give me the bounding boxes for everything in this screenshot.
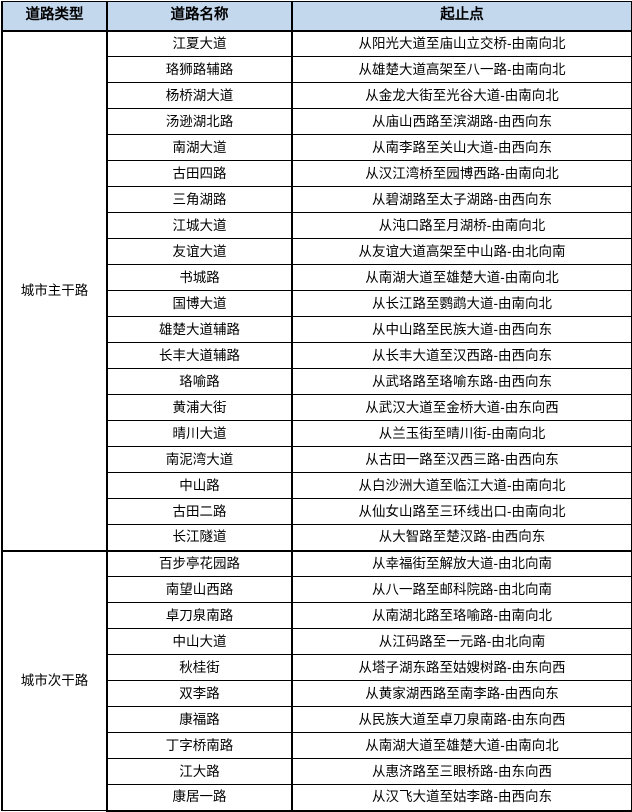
road-range-cell: 从汉飞大道至姑李路-由西向东	[291, 784, 632, 812]
road-range-cell: 从古田一路至汉西三路-由西向东	[291, 446, 632, 473]
road-range-cell: 从中山路至民族大道-由西向东	[291, 316, 632, 343]
road-name-cell: 三角湖路	[106, 186, 293, 213]
road-range-cell: 从白沙洲大道至临江大道-由南向北	[291, 472, 632, 499]
table-row: 珞狮路辅路 从雄楚大道高架至八一路-由南向北	[2, 56, 632, 83]
road-range-cell: 从兰玉街至晴川街-由南向北	[291, 420, 632, 447]
road-range-cell: 从金龙大街至光谷大道-由南向北	[291, 82, 632, 109]
road-name-cell: 珞喻路	[106, 368, 293, 395]
road-name-cell: 南湖大道	[106, 134, 293, 161]
road-range-cell: 从八一路至邮科院路-由北向南	[291, 576, 632, 603]
road-range-cell: 从黄家湖西路至南李路-由西向东	[291, 680, 632, 707]
road-name-cell: 百步亭花园路	[106, 549, 293, 577]
table-header-row: 道路类型 道路名称 起止点	[1, 1, 632, 32]
road-range-cell: 从民族大道至卓刀泉南路-由东向西	[291, 706, 632, 733]
table-row: 珞喻路 从武珞路至珞喻东路-由西向东	[2, 368, 632, 395]
road-range-cell: 从雄楚大道高架至八一路-由南向北	[291, 56, 632, 83]
road-range-cell: 从武珞路至珞喻东路-由西向东	[291, 368, 632, 395]
table-row: 江城大道 从沌口路至月湖桥-由南向北	[2, 212, 632, 239]
road-range-cell: 从南李路至关山大道-由西向东	[291, 134, 632, 161]
road-name-cell: 康居一路	[106, 784, 293, 812]
road-name-cell: 丁字桥南路	[106, 732, 293, 759]
road-range-cell: 从武汉大道至金桥大道-由东向西	[291, 394, 632, 421]
column-header-road-name: 道路名称	[106, 1, 293, 32]
road-name-cell: 友谊大道	[106, 238, 293, 265]
road-range-cell: 从南湖大道至雄楚大道-由南向北	[291, 732, 632, 759]
table-body: 城市主干路 江夏大道 从阳光大道至庙山立交桥-由南向北 珞狮路辅路 从雄楚大道高架至八一…	[1, 30, 632, 812]
road-range-cell: 从碧湖路至太子湖路-由西向东	[291, 186, 632, 213]
road-name-cell: 江夏大道	[106, 30, 293, 57]
table-row: 城市主干路 江夏大道 从阳光大道至庙山立交桥-由南向北	[1, 30, 632, 551]
table-row: 南望山西路 从八一路至邮科院路-由北向南	[2, 576, 632, 603]
road-name-cell: 古田四路	[106, 160, 293, 187]
table-row: 古田四路 从汉江湾桥至园博西路-由南向北	[2, 160, 632, 187]
table-row: 双李路 从黄家湖西路至南李路-由西向东	[2, 680, 632, 707]
table-row: 长丰大道辅路 从长丰大道至汉西路-由西向东	[2, 342, 632, 369]
road-name-cell: 黄浦大街	[106, 394, 293, 421]
road-range-cell: 从惠济路至三眼桥路-由东向西	[291, 758, 632, 785]
column-header-start-end-point: 起止点	[291, 1, 632, 32]
table-header: 道路类型 道路名称 起止点	[1, 1, 632, 32]
road-name-cell: 雄楚大道辅路	[106, 316, 293, 343]
table-row: 晴川大道 从兰玉街至晴川街-由南向北	[2, 420, 632, 447]
road-name-cell: 康福路	[106, 706, 293, 733]
road-range-cell: 从江码路至一元路-由北向南	[291, 628, 632, 655]
table-row: 友谊大道 从友谊大道高架至中山路-由北向南	[2, 238, 632, 265]
table-row: 三角湖路 从碧湖路至太子湖路-由西向东	[2, 186, 632, 213]
road-name-cell: 江城大道	[106, 212, 293, 239]
road-range-cell: 从塔子湖东路至姑嫂树路-由东向西	[291, 654, 632, 681]
road-range-cell: 从南湖北路至珞喻路-由南向北	[291, 602, 632, 629]
road-name-cell: 国博大道	[106, 290, 293, 317]
road-name-cell: 中山大道	[106, 628, 293, 655]
road-type-cell: 城市次干路	[1, 549, 108, 811]
table-row: 汤逊湖北路 从庙山西路至滨湖路-由西向东	[2, 108, 632, 135]
road-range-cell: 从沌口路至月湖桥-由南向北	[291, 212, 632, 239]
road-name-cell: 长丰大道辅路	[106, 342, 293, 369]
road-name-cell: 晴川大道	[106, 420, 293, 447]
road-name-cell: 珞狮路辅路	[106, 56, 293, 83]
road-name-cell: 双李路	[106, 680, 293, 707]
road-range-cell: 从友谊大道高架至中山路-由北向南	[291, 238, 632, 265]
table-row: 中山大道 从江码路至一元路-由北向南	[2, 628, 632, 655]
road-name-cell: 卓刀泉南路	[106, 602, 293, 629]
table-row: 秋桂街 从塔子湖东路至姑嫂树路-由东向西	[2, 654, 632, 681]
table-row: 城市次干路 百步亭花园路 从幸福街至解放大道-由北向南	[1, 549, 632, 811]
table-row: 中山路 从白沙洲大道至临江大道-由南向北	[2, 472, 632, 499]
road-name-cell: 古田二路	[106, 498, 293, 525]
table-row: 南湖大道 从南李路至关山大道-由西向东	[2, 134, 632, 161]
road-range-cell: 从仙女山路至三环线出口-由南向北	[291, 498, 632, 525]
road-name-cell: 南泥湾大道	[106, 446, 293, 473]
table-row: 黄浦大街 从武汉大道至金桥大道-由东向西	[2, 394, 632, 421]
road-name-cell: 南望山西路	[106, 576, 293, 603]
road-range-cell: 从庙山西路至滨湖路-由西向东	[291, 108, 632, 135]
road-name-cell: 秋桂街	[106, 654, 293, 681]
road-range-cell: 从长江路至鹦鹉大道-由南向北	[291, 290, 632, 317]
table-row: 杨桥湖大道 从金龙大街至光谷大道-由南向北	[2, 82, 632, 109]
road-type-cell: 城市主干路	[1, 30, 108, 551]
road-range-cell: 从阳光大道至庙山立交桥-由南向北	[291, 30, 632, 57]
road-range-cell: 从大智路至楚汉路-由西向东	[291, 524, 632, 551]
road-range-cell: 从汉江湾桥至园博西路-由南向北	[291, 160, 632, 187]
column-header-road-type: 道路类型	[1, 1, 108, 32]
road-name-cell: 中山路	[106, 472, 293, 499]
road-name-cell: 汤逊湖北路	[106, 108, 293, 135]
road-name-cell: 书城路	[106, 264, 293, 291]
table-row: 国博大道 从长江路至鹦鹉大道-由南向北	[2, 290, 632, 317]
road-range-cell: 从长丰大道至汉西路-由西向东	[291, 342, 632, 369]
road-name-cell: 江大路	[106, 758, 293, 785]
table-row: 南泥湾大道 从古田一路至汉西三路-由西向东	[2, 446, 632, 473]
road-range-cell: 从南湖大道至雄楚大道-由南向北	[291, 264, 632, 291]
road-range-cell: 从幸福街至解放大道-由北向南	[291, 549, 632, 577]
road-name-cell: 长江隧道	[106, 524, 293, 551]
road-name-cell: 杨桥湖大道	[106, 82, 293, 109]
